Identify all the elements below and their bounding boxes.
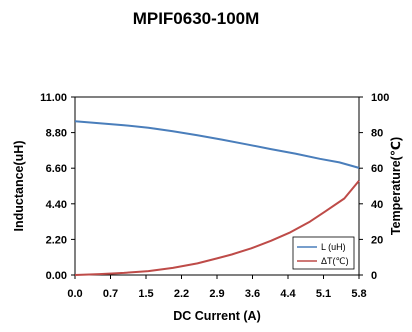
y2-tick-label: 100	[371, 92, 389, 104]
x-axis-ticks: 0.0 0.7 1.5 2.2 2.9 3.6 4.4 5.1 5.8	[67, 275, 367, 300]
y-tick-label: 0.00	[46, 270, 67, 282]
y2-tick-label: 60	[371, 163, 383, 175]
legend: L (uH) ΔT(℃)	[292, 236, 355, 270]
x-tick-label: 0.7	[103, 288, 118, 300]
chart-title: MPIF0630-100M	[133, 9, 260, 28]
x-tick-label: 3.6	[245, 288, 260, 300]
x-tick-label: 0.0	[67, 288, 82, 300]
y-tick-label: 4.40	[46, 199, 67, 211]
x-tick-label: 2.9	[209, 288, 224, 300]
y2-tick-label: 80	[371, 128, 383, 140]
x-axis-label: DC Current (A)	[173, 309, 261, 323]
y-axis-ticks: 0.00 2.20 4.40 6.60 8.80 11.00	[40, 92, 75, 282]
series-layer	[74, 120, 360, 276]
y-tick-label: 8.80	[46, 128, 67, 140]
temperature-series-line	[74, 180, 360, 276]
y-tick-label: 6.60	[46, 163, 67, 175]
x-tick-label: 2.2	[174, 288, 189, 300]
x-tick-label: 4.4	[280, 288, 296, 300]
y-tick-label: 2.20	[46, 234, 67, 246]
x-tick-label: 5.1	[316, 288, 331, 300]
y-axis-label: Inductance(uH)	[12, 141, 26, 232]
legend-label-temperature: ΔT(℃)	[321, 256, 349, 266]
legend-label-inductance: L (uH)	[321, 242, 346, 252]
y2-axis-ticks: 0 20 40 60 80 100	[359, 92, 389, 282]
x-tick-label: 1.5	[138, 288, 153, 300]
legend-box	[292, 236, 355, 270]
y2-axis-label: Temperature(℃)	[389, 137, 403, 235]
y2-tick-label: 0	[371, 270, 377, 282]
y2-tick-label: 20	[371, 234, 383, 246]
y-tick-label: 11.00	[40, 92, 67, 104]
y2-tick-label: 40	[371, 199, 383, 211]
inductance-series-line	[74, 120, 360, 169]
x-tick-label: 5.8	[351, 288, 366, 300]
